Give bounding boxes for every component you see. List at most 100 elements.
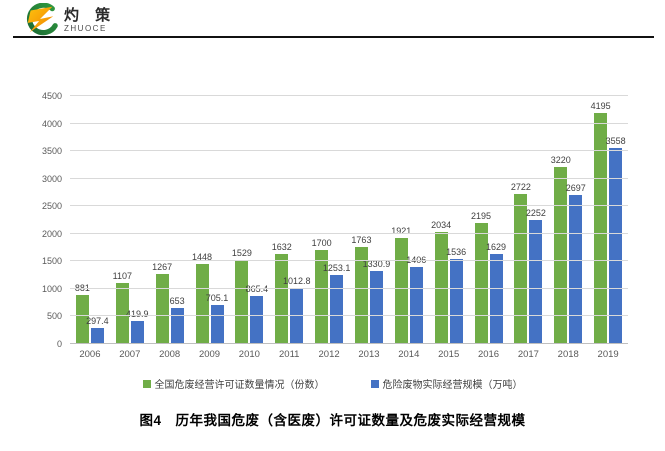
data-label-2010-series-1: 865.4: [245, 284, 269, 295]
data-label-2017-series-1: 2252: [525, 207, 546, 218]
gridline-3000: [70, 177, 628, 179]
data-label-2011-series-1: 1012.8: [282, 276, 311, 287]
data-label-2006-series-1: 297.4: [86, 315, 109, 326]
legend-label-licenses: 全国危废经营许可证数量情况（份数）: [154, 380, 325, 391]
data-label-2014-series-0: 1921: [391, 226, 412, 237]
gridline-4500: [70, 95, 628, 96]
bar-group-2012: 1700 1253.1: [309, 96, 351, 344]
x-tick-2013: 2013: [358, 349, 380, 360]
bar-2007-series-1: 419.9: [126, 309, 149, 344]
bar-group-2006: 881297.4: [70, 96, 110, 344]
data-label-2016-series-1: 1629: [486, 242, 507, 253]
header-divider: [13, 36, 654, 38]
bar-2018-series-0: 3220: [551, 155, 571, 344]
y-tick-0: 0: [56, 339, 62, 349]
bar-2009-series-1: 705.1: [206, 293, 228, 344]
y-tick-1000: 1000: [41, 283, 62, 294]
data-label-2007-series-1: 419.9: [126, 308, 149, 319]
x-tick-2008: 2008: [159, 349, 181, 360]
company-name-en: ZHUOCE: [64, 24, 107, 33]
bar-group-2017: 2722 2252: [508, 96, 548, 344]
data-label-2013-series-1: 1330.9: [362, 258, 391, 269]
bar-group-2018: 3220 2697: [548, 96, 588, 344]
bar-2014-series-1: 1406: [406, 255, 426, 344]
gridline-1000: [70, 287, 628, 289]
gridline-0: [70, 343, 628, 344]
x-tick-2016: 2016: [477, 349, 500, 360]
bar-2017-series-1: 2252: [526, 208, 546, 344]
data-label-2015-series-0: 2034: [431, 219, 452, 230]
bar-2008-series-0: 1267: [152, 262, 172, 344]
y-tick-2500: 2500: [41, 201, 62, 212]
data-label-2007-series-0: 1107: [112, 271, 132, 281]
bar-2018-series-1: 2697: [566, 183, 586, 344]
x-tick-2006: 2006: [79, 349, 101, 360]
figure-caption: 图4 历年我国危废（含医废）许可证数量及危废实际经营规模: [139, 413, 526, 428]
bar-2010-series-1: 865.4: [246, 284, 268, 344]
data-label-2011-series-0: 1632: [271, 242, 292, 253]
gridline-1500: [70, 260, 628, 262]
x-tick-2018: 2018: [557, 349, 579, 360]
chart-legend: 全国危废经营许可证数量情况（份数） 危险废物实际经营规模（万吨）: [0, 376, 665, 391]
company-logo: 灼 策 ZHUOCE: [22, 3, 116, 37]
y-tick-3000: 3000: [41, 173, 62, 184]
x-tick-2010: 2010: [238, 349, 260, 360]
data-label-2012-series-0: 1700: [311, 238, 332, 249]
bar-2019-series-0: 4195: [591, 101, 611, 344]
legend-label-scale: 危险废物实际经营规模（万吨）: [382, 380, 523, 391]
legend-item-scale: 危险废物实际经营规模（万吨）: [370, 376, 523, 391]
gridline-2500: [70, 205, 628, 207]
data-label-2008-series-0: 1267: [152, 262, 173, 273]
y-tick-4000: 4000: [41, 118, 62, 129]
x-tick-2012: 2012: [318, 349, 340, 360]
bar-group-2008: 1267 653: [150, 96, 190, 344]
x-tick-2015: 2015: [438, 349, 460, 360]
bar-group-2019: 4195 3558: [588, 96, 628, 344]
bar-2017-series-0: 2722: [511, 182, 531, 344]
bar-2007-series-0: 1107: [113, 271, 132, 344]
bar-2009-series-0: 1448: [192, 252, 212, 344]
bar-2016-series-1: 1629: [486, 242, 506, 344]
data-label-2018-series-1: 2697: [565, 183, 586, 194]
gridline-500: [70, 315, 628, 317]
data-label-2019-series-0: 4195: [590, 100, 611, 111]
bar-2006-series-1: 297.4: [86, 316, 109, 344]
gridline-2000: [70, 232, 628, 234]
bar-group-2007: 1107 419.9: [110, 96, 150, 344]
bar-2013-series-0: 1763: [351, 235, 371, 344]
bar-group-2014: 1921 1406: [389, 96, 429, 344]
bar-2010-series-0: 1529: [232, 248, 252, 344]
bar-2008-series-1: 653: [170, 296, 185, 344]
bar-2016-series-0: 2195: [471, 211, 491, 344]
data-label-2018-series-0: 3220: [550, 154, 571, 165]
bar-2015-series-1: 1536: [446, 247, 466, 344]
y-tick-500: 500: [46, 311, 62, 322]
legend-item-licenses: 全国危废经营许可证数量情况（份数）: [142, 376, 325, 391]
bar-group-2016: 2195 1629: [469, 96, 509, 344]
x-tick-2011: 2011: [279, 349, 300, 360]
bar-group-2010: 1529 865.4: [229, 96, 269, 344]
data-label-2009-series-0: 1448: [191, 252, 213, 263]
data-label-2008-series-1: 653: [169, 296, 185, 307]
y-tick-1500: 1500: [41, 256, 62, 267]
legend-swatch-green: [142, 379, 151, 388]
bar-2014-series-0: 1921: [391, 226, 411, 344]
bar-2019-series-1: 3558: [606, 136, 626, 344]
x-tick-2014: 2014: [398, 349, 420, 360]
data-label-2012-series-1: 1253.1: [322, 262, 351, 273]
data-label-2013-series-0: 1763: [351, 234, 372, 245]
x-tick-2017: 2017: [517, 349, 539, 360]
bar-group-2011: 1632 1012.8: [269, 96, 311, 344]
x-tick-2019: 2019: [597, 349, 619, 360]
bar-2012-series-0: 1700: [312, 238, 332, 344]
bar-group-2015: 2034 1536: [429, 96, 469, 344]
legend-swatch-blue: [370, 379, 379, 388]
data-label-2010-series-0: 1529: [231, 247, 252, 258]
bar-group-2013: 1763 1330.9: [349, 96, 391, 344]
bar-group-2009: 1448 705.1: [190, 96, 230, 344]
gridline-4000: [70, 122, 628, 124]
x-axis-labels: 2006 2007 2008 2009 2010 2011 2012 2013 2014 2015…: [70, 349, 628, 360]
data-label-2016-series-0: 2195: [471, 211, 492, 222]
